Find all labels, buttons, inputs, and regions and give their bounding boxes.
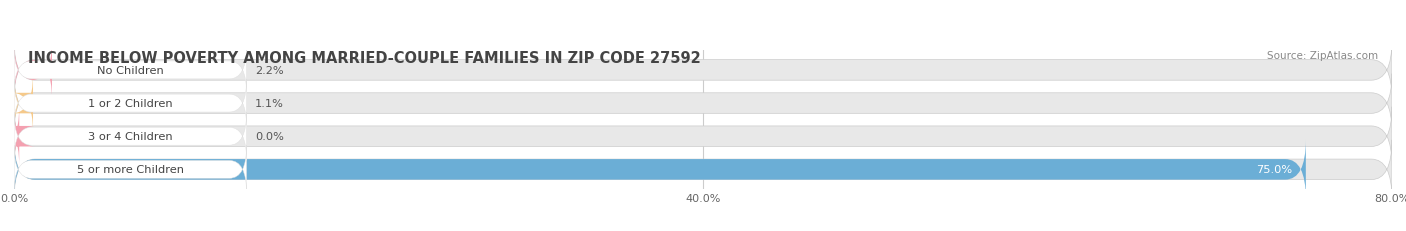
FancyBboxPatch shape [14,146,246,194]
Text: No Children: No Children [97,66,163,76]
Text: 5 or more Children: 5 or more Children [77,165,184,175]
FancyBboxPatch shape [14,140,1392,199]
Text: 1.1%: 1.1% [256,99,284,109]
FancyBboxPatch shape [14,41,1392,100]
FancyBboxPatch shape [14,74,1392,133]
FancyBboxPatch shape [13,74,35,133]
Text: 3 or 4 Children: 3 or 4 Children [89,132,173,142]
FancyBboxPatch shape [0,107,35,166]
Text: 1 or 2 Children: 1 or 2 Children [89,99,173,109]
Text: 75.0%: 75.0% [1256,165,1292,175]
FancyBboxPatch shape [14,79,246,128]
FancyBboxPatch shape [14,107,1392,166]
Text: 2.2%: 2.2% [256,66,284,76]
FancyBboxPatch shape [14,112,246,161]
Text: Source: ZipAtlas.com: Source: ZipAtlas.com [1267,51,1378,61]
Text: INCOME BELOW POVERTY AMONG MARRIED-COUPLE FAMILIES IN ZIP CODE 27592: INCOME BELOW POVERTY AMONG MARRIED-COUPL… [28,51,700,66]
Text: 0.0%: 0.0% [256,132,284,142]
FancyBboxPatch shape [14,140,1306,199]
FancyBboxPatch shape [14,41,52,100]
FancyBboxPatch shape [14,46,246,95]
